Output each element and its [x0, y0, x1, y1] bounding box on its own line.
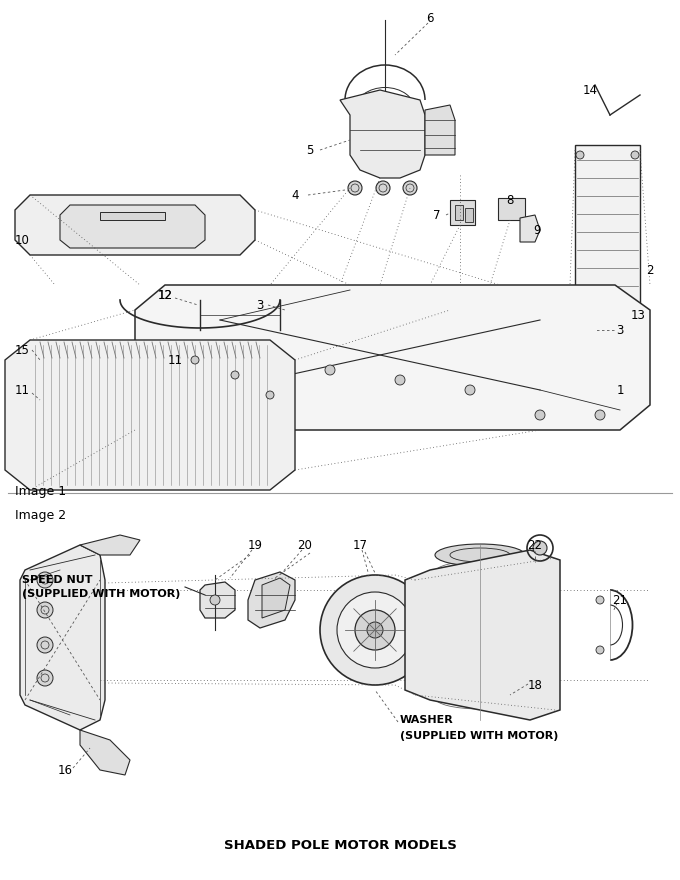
Text: 21: 21	[613, 593, 628, 606]
Circle shape	[367, 622, 383, 638]
Text: 15: 15	[14, 343, 29, 356]
Text: 8: 8	[507, 194, 513, 207]
Circle shape	[376, 181, 390, 195]
Circle shape	[576, 151, 584, 159]
Polygon shape	[405, 550, 560, 720]
Text: 3: 3	[256, 298, 264, 312]
Text: 19: 19	[248, 539, 262, 552]
Text: (SUPPLIED WITH MOTOR): (SUPPLIED WITH MOTOR)	[22, 589, 180, 599]
Polygon shape	[60, 205, 205, 248]
Circle shape	[596, 646, 604, 654]
Circle shape	[191, 356, 199, 364]
Polygon shape	[15, 195, 255, 255]
Circle shape	[320, 575, 430, 685]
Text: 14: 14	[583, 84, 598, 97]
Polygon shape	[425, 105, 455, 155]
Circle shape	[266, 391, 274, 399]
Text: 20: 20	[298, 539, 312, 552]
Circle shape	[631, 151, 639, 159]
Text: (SUPPLIED WITH MOTOR): (SUPPLIED WITH MOTOR)	[400, 731, 558, 741]
Text: Image 1: Image 1	[15, 485, 66, 498]
Circle shape	[37, 637, 53, 653]
Circle shape	[596, 596, 604, 604]
Circle shape	[595, 410, 605, 420]
Circle shape	[37, 670, 53, 686]
Circle shape	[465, 385, 475, 395]
Text: 4: 4	[291, 188, 299, 202]
Circle shape	[37, 602, 53, 618]
Circle shape	[255, 365, 265, 375]
Text: 11: 11	[14, 384, 29, 397]
Polygon shape	[575, 145, 640, 360]
Polygon shape	[200, 582, 235, 618]
Polygon shape	[262, 578, 290, 618]
Circle shape	[355, 610, 395, 650]
Text: WASHER: WASHER	[400, 715, 454, 725]
Circle shape	[576, 346, 584, 354]
Polygon shape	[135, 285, 650, 430]
Polygon shape	[5, 340, 295, 490]
Polygon shape	[498, 198, 525, 220]
Circle shape	[348, 181, 362, 195]
Text: 17: 17	[352, 539, 367, 552]
Text: 3: 3	[616, 324, 624, 336]
Circle shape	[231, 371, 239, 379]
Text: Image 2: Image 2	[15, 509, 66, 522]
Polygon shape	[455, 205, 463, 220]
Ellipse shape	[410, 292, 470, 327]
Circle shape	[37, 572, 53, 588]
Circle shape	[210, 595, 220, 605]
Text: 12: 12	[158, 289, 173, 302]
Ellipse shape	[513, 295, 568, 325]
Polygon shape	[80, 730, 130, 775]
Polygon shape	[20, 545, 105, 730]
Text: 16: 16	[58, 764, 73, 776]
Polygon shape	[100, 212, 165, 220]
Circle shape	[190, 345, 200, 355]
Polygon shape	[248, 572, 295, 628]
Text: 9: 9	[533, 224, 541, 237]
Text: 5: 5	[306, 143, 313, 157]
Text: 22: 22	[528, 539, 543, 552]
Polygon shape	[610, 305, 648, 360]
Polygon shape	[520, 215, 540, 242]
Polygon shape	[465, 208, 473, 222]
Circle shape	[533, 541, 547, 555]
Ellipse shape	[435, 544, 525, 566]
Text: 10: 10	[14, 233, 29, 246]
Text: 13: 13	[630, 309, 645, 321]
Circle shape	[395, 375, 405, 385]
Polygon shape	[340, 90, 425, 178]
Text: 18: 18	[528, 678, 543, 692]
Polygon shape	[450, 200, 475, 225]
Circle shape	[337, 592, 413, 668]
Circle shape	[631, 346, 639, 354]
Text: 1: 1	[616, 384, 624, 397]
Circle shape	[535, 410, 545, 420]
Circle shape	[325, 365, 335, 375]
Polygon shape	[80, 535, 140, 555]
Circle shape	[403, 181, 417, 195]
Text: SPEED NUT: SPEED NUT	[22, 575, 92, 585]
Text: 2: 2	[646, 263, 653, 276]
Text: 6: 6	[426, 11, 434, 25]
Text: SHADED POLE MOTOR MODELS: SHADED POLE MOTOR MODELS	[224, 839, 456, 852]
Text: 12: 12	[158, 289, 173, 302]
Text: 11: 11	[167, 354, 182, 366]
Text: 7: 7	[433, 209, 441, 222]
